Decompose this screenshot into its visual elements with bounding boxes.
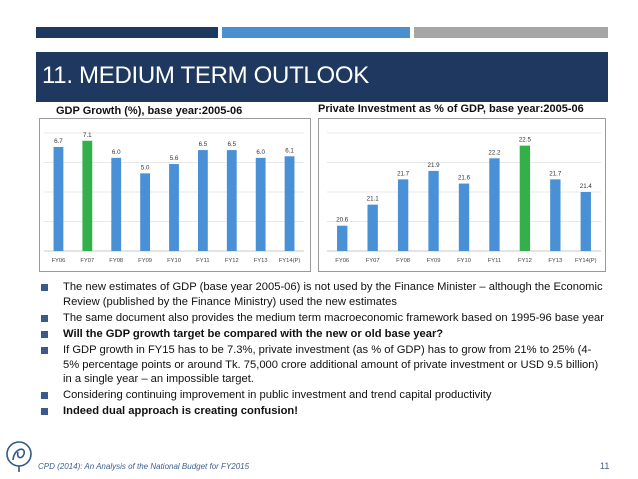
bullet-square-icon	[41, 392, 48, 400]
tick-label: FY10	[457, 258, 471, 264]
top-accent-gray	[414, 27, 608, 38]
bar	[226, 150, 237, 251]
data-label: 6.1	[285, 147, 294, 154]
investment-chart-title: Private Investment as % of GDP, base yea…	[318, 103, 584, 115]
tick-label: FY12	[225, 258, 239, 264]
bar	[53, 146, 64, 251]
title-band: 11. MEDIUM TERM OUTLOOK	[36, 52, 608, 102]
data-label: 22.5	[519, 137, 532, 144]
data-label: 6.0	[112, 149, 121, 156]
data-label: 7.1	[83, 132, 92, 139]
bullet-square-icon	[41, 314, 48, 322]
data-label: 21.7	[549, 170, 562, 177]
tick-label: FY11	[196, 258, 209, 264]
bar	[519, 145, 531, 251]
bar	[458, 183, 470, 251]
data-label: 22.2	[488, 149, 501, 156]
bar	[397, 179, 409, 251]
bar	[337, 225, 348, 251]
bar	[169, 164, 179, 251]
data-label: 6.5	[199, 141, 208, 148]
tick-label: FY07	[80, 258, 94, 264]
cpd-logo-icon	[6, 441, 32, 472]
bar	[197, 150, 208, 251]
data-label: 21.9	[428, 162, 441, 169]
bullet-square-icon	[41, 346, 48, 354]
bar	[284, 156, 295, 251]
bullet-square-icon	[41, 284, 48, 291]
bullet-item: Will the GDP growth target be compared w…	[38, 327, 604, 342]
data-label: 5.0	[141, 164, 150, 171]
bullet-square-icon	[41, 408, 48, 416]
data-label: 5.6	[170, 155, 179, 162]
gdp-chart-title: GDP Growth (%), base year:2005-06	[56, 105, 243, 117]
tick-label: FY14(P)	[279, 258, 301, 264]
tick-label: FY13	[548, 258, 562, 264]
tick-label: FY11	[488, 258, 501, 264]
tick-label: FY09	[427, 258, 441, 264]
investment-chart: 20.6 FY06 21.1 FY07 21.7 FY08 21.9 FY09 21.6 FY10…	[318, 118, 606, 272]
investment-chart-svg: 20.6 FY06 21.1 FY07 21.7 FY08 21.9 FY09 21.6 FY10…	[327, 132, 601, 264]
slide-title: 11. MEDIUM TERM OUTLOOK	[42, 62, 369, 89]
tick-label: FY08	[109, 258, 123, 264]
tick-label: FY14(P)	[575, 258, 597, 264]
data-label: 6.7	[54, 138, 63, 145]
tick-label: FY06	[52, 258, 66, 264]
bullet-item: The same document also provides the medi…	[38, 311, 604, 326]
tick-label: FY10	[167, 258, 181, 264]
bullet-item: The new estimates of GDP (base year 2005…	[38, 280, 604, 310]
data-label: 21.6	[458, 175, 471, 182]
page-number: 11	[600, 461, 610, 471]
bar	[140, 173, 151, 251]
tick-label: FY12	[518, 258, 532, 264]
data-label: 6.0	[256, 149, 265, 156]
tick-label: FY09	[138, 258, 152, 264]
gdp-chart-svg: 6.7 FY06 7.1 FY07 6.0 FY08 5.0 FY09 5.6 FY10 6.5 FY…	[44, 132, 304, 264]
bullet-square-icon	[41, 330, 48, 338]
gdp-chart: 6.7 FY06 7.1 FY07 6.0 FY08 5.0 FY09 5.6 FY10 6.5 FY…	[39, 118, 311, 272]
top-accent-blue	[222, 27, 410, 38]
bar	[489, 158, 500, 251]
tick-label: FY08	[396, 258, 410, 264]
data-label: 21.7	[397, 170, 410, 177]
bullet-item: Considering continuing improvement in pu…	[38, 388, 604, 403]
bar	[367, 204, 378, 251]
bar	[111, 157, 122, 251]
tick-label: FY06	[335, 258, 349, 264]
bar	[428, 170, 439, 251]
bar	[550, 179, 561, 251]
top-accent-navy	[36, 27, 218, 38]
tick-label: FY13	[254, 258, 268, 264]
bullet-item: If GDP growth in FY15 has to be 7.3%, pr…	[38, 343, 604, 388]
data-label: 20.6	[336, 217, 349, 224]
footer-citation: CPD (2014): An Analysis of the National …	[38, 462, 250, 471]
bar	[82, 140, 93, 251]
tick-label: FY07	[366, 258, 380, 264]
data-label: 21.4	[580, 183, 593, 190]
bullet-list: The new estimates of GDP (base year 2005…	[38, 280, 604, 420]
bar	[255, 157, 266, 251]
bullet-item: Indeed dual approach is creating confusi…	[38, 404, 604, 419]
data-label: 21.1	[367, 196, 380, 203]
bar	[580, 192, 591, 251]
data-label: 6.5	[227, 141, 236, 148]
